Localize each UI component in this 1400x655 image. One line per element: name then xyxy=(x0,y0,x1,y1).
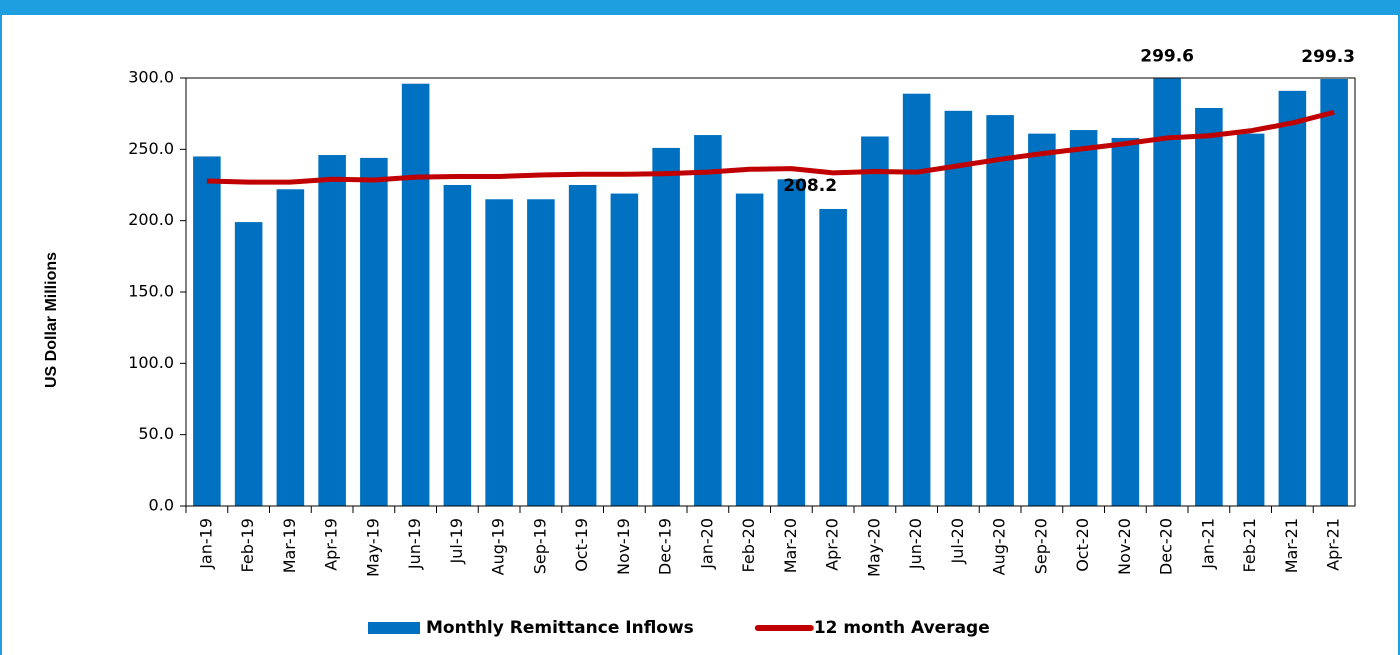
x-tick-label: Jan-21 xyxy=(1198,518,1217,570)
x-tick-label: Mar-21 xyxy=(1282,518,1301,573)
bar xyxy=(1236,133,1265,506)
legend-label: Monthly Remittance Inflows xyxy=(426,618,694,638)
x-tick-label: Feb-19 xyxy=(238,518,257,572)
x-tick-label: Nov-20 xyxy=(1115,518,1134,575)
y-axis-label: US Dollar Millions xyxy=(43,252,60,388)
data-label: 208.2 xyxy=(783,176,837,196)
bar xyxy=(443,185,472,506)
x-tick-label: Apr-21 xyxy=(1324,518,1343,571)
bar xyxy=(694,135,722,507)
data-label: 299.3 xyxy=(1301,47,1355,67)
y-tick-label: 100.0 xyxy=(128,353,174,372)
x-tick-label: Jun-20 xyxy=(906,518,925,570)
x-tick-label: Nov-19 xyxy=(614,518,633,575)
x-tick-label: Mar-20 xyxy=(781,518,800,573)
x-tick-label: Jul-19 xyxy=(447,518,466,564)
x-tick-label: Jan-19 xyxy=(196,518,215,570)
y-tick-label: 50.0 xyxy=(138,424,174,443)
x-tick-label: Apr-20 xyxy=(823,518,842,571)
bar xyxy=(986,115,1014,507)
bar xyxy=(401,83,430,506)
x-tick-label: Aug-19 xyxy=(489,518,508,575)
x-tick-label: Sep-20 xyxy=(1031,518,1050,574)
x-tick-label: Jan-20 xyxy=(697,518,716,570)
data-label: 299.6 xyxy=(1140,47,1194,67)
bar xyxy=(944,110,973,507)
x-tick-label: Jul-20 xyxy=(948,518,967,564)
bar xyxy=(568,185,597,506)
bar xyxy=(360,157,388,507)
bar xyxy=(1153,78,1181,506)
bar xyxy=(861,136,889,506)
y-tick-label: 250.0 xyxy=(128,139,174,158)
bar xyxy=(1278,90,1307,506)
x-tick-label: Apr-19 xyxy=(322,518,341,571)
bar xyxy=(777,179,806,506)
bar xyxy=(735,193,764,506)
x-tick-label: Mar-19 xyxy=(280,518,299,573)
x-tick-label: Sep-19 xyxy=(530,518,549,574)
bar xyxy=(1111,137,1140,507)
y-tick-label: 0.0 xyxy=(149,496,174,515)
bar xyxy=(1320,78,1348,507)
legend-label: 12 month Average xyxy=(814,618,990,638)
x-tick-label: Aug-20 xyxy=(990,518,1009,575)
bar xyxy=(1069,130,1098,506)
bar xyxy=(610,193,639,506)
bar xyxy=(902,93,931,507)
x-tick-label: May-19 xyxy=(363,518,382,577)
x-tick-label: Feb-21 xyxy=(1240,518,1259,572)
bar xyxy=(819,208,847,506)
bar xyxy=(234,222,263,507)
bar xyxy=(193,156,221,506)
bar xyxy=(1195,107,1223,507)
bar xyxy=(1028,133,1056,506)
line xyxy=(206,109,1335,185)
x-tick-label: Oct-20 xyxy=(1073,518,1092,572)
bar xyxy=(485,199,513,506)
legend-swatch xyxy=(368,622,420,634)
bar xyxy=(652,147,680,506)
plot-border xyxy=(185,77,1356,507)
header-bar xyxy=(0,0,1400,14)
x-tick-label: Oct-19 xyxy=(572,518,591,572)
bar xyxy=(527,199,555,506)
y-tick-label: 300.0 xyxy=(128,68,174,87)
x-tick-label: Feb-20 xyxy=(739,518,758,572)
x-tick-label: Jun-19 xyxy=(405,518,424,570)
x-tick-label: Dec-19 xyxy=(656,518,675,575)
bar xyxy=(318,155,346,507)
frame xyxy=(0,13,1400,655)
y-tick-label: 200.0 xyxy=(128,210,174,229)
x-tick-label: May-20 xyxy=(864,518,883,577)
y-tick-label: 150.0 xyxy=(128,282,174,301)
x-tick-label: Dec-20 xyxy=(1157,518,1176,575)
bar xyxy=(276,189,305,506)
